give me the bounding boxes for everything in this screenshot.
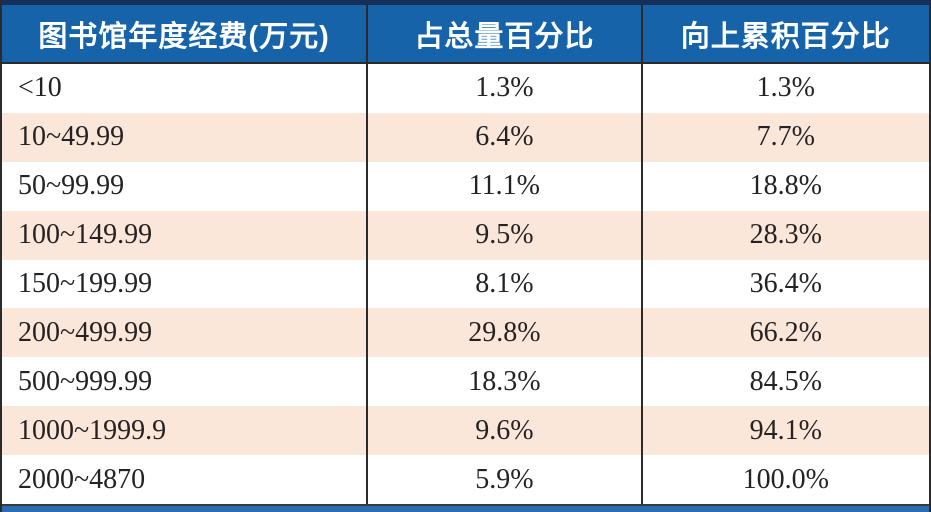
pct-cell: 8.1% <box>368 259 643 309</box>
funding-range-cell: 500~999.99 <box>2 357 369 407</box>
table-header-row: 图书馆年度经费(万元) 占总量百分比 向上累积百分比 <box>2 5 929 64</box>
table-top-border <box>2 0 929 5</box>
funding-range-cell: 1000~1999.9 <box>2 406 369 456</box>
cum-pct-cell: 94.1% <box>749 414 822 446</box>
pct-cell: 18.3% <box>368 357 643 407</box>
funding-range-cell: 2000~4870 <box>2 455 369 505</box>
table-row: <10 1.3% 1.3% <box>2 64 929 113</box>
funding-range-cell: 150~199.99 <box>2 259 369 309</box>
header-percent-of-total: 占总量百分比 <box>368 5 643 62</box>
table-row: 200~499.99 29.8% 66.2% <box>2 308 929 358</box>
table-bottom-accent-bar <box>2 506 929 512</box>
cum-pct-cell: 18.8% <box>749 170 822 202</box>
funding-range-cell: 10~49.99 <box>2 112 369 162</box>
cum-pct-cell: 7.7% <box>756 121 815 153</box>
funding-range-cell: <10 <box>2 64 369 113</box>
funding-range-cell: 50~99.99 <box>2 161 369 211</box>
header-cumulative-percent: 向上累积百分比 <box>680 20 891 53</box>
pct-cell: 6.4% <box>368 112 643 162</box>
cum-pct-cell: 100.0% <box>742 463 829 495</box>
cum-pct-cell: 36.4% <box>749 268 822 299</box>
cum-pct-cell: 66.2% <box>749 316 822 348</box>
funding-range-cell: 200~499.99 <box>2 308 369 358</box>
table-row: 500~999.99 18.3% 84.5% <box>2 357 929 407</box>
cum-pct-cell: 28.3% <box>749 219 822 251</box>
funding-range-cell: 100~149.99 <box>2 210 369 260</box>
cum-pct-cell: 1.3% <box>756 72 815 104</box>
table-bottom-border <box>2 504 929 506</box>
pct-cell: 29.8% <box>368 308 643 358</box>
pct-cell: 9.6% <box>368 406 643 456</box>
table-row: 150~199.99 8.1% 36.4% <box>2 259 929 309</box>
header-funding-range: 图书馆年度经费(万元) <box>2 5 369 62</box>
pct-cell: 11.1% <box>368 161 643 211</box>
table-body: <10 1.3% 1.3% 10~49.99 6.4% 7.7% 50~99.9… <box>2 64 929 505</box>
table-row: 50~99.99 11.1% 18.8% <box>2 161 929 211</box>
table-row: 1000~1999.9 9.6% 94.1% <box>2 406 929 456</box>
pct-cell: 9.5% <box>368 210 643 260</box>
table-row: 100~149.99 9.5% 28.3% <box>2 210 929 260</box>
pct-cell: 1.3% <box>368 64 643 113</box>
pct-cell: 5.9% <box>368 455 643 505</box>
cum-pct-cell: 84.5% <box>749 365 822 397</box>
table-row: 10~49.99 6.4% 7.7% <box>2 112 929 162</box>
table-row: 2000~4870 5.9% 100.0% <box>2 455 929 505</box>
